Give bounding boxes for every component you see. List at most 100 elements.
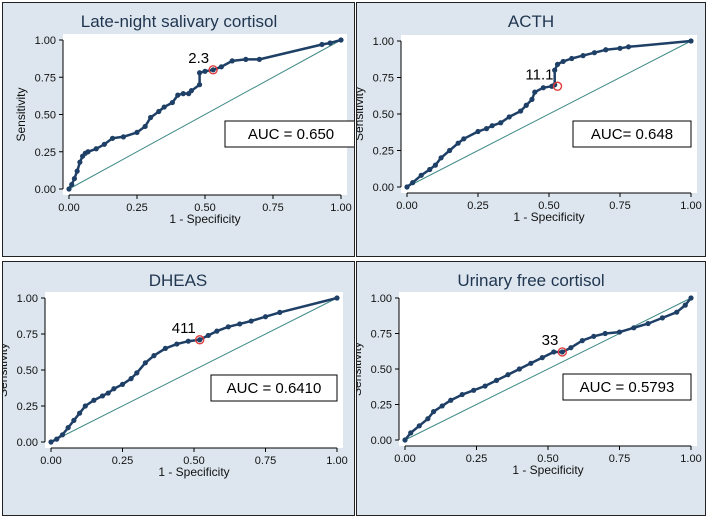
roc-point — [205, 332, 211, 339]
roc-point — [142, 360, 148, 366]
roc-point — [516, 366, 522, 372]
roc-point — [256, 56, 262, 62]
roc-point — [591, 50, 598, 56]
roc-point — [498, 120, 504, 126]
x-axis-label: 1 - Specificity — [158, 465, 229, 479]
auc-label: AUC= 0.648 — [591, 126, 673, 143]
roc-point — [551, 349, 557, 355]
x-tick-label: 0.25 — [467, 200, 488, 212]
roc-point — [560, 58, 566, 65]
roc-point — [569, 55, 575, 62]
y-tick-label: 1.00 — [373, 36, 394, 48]
roc-point — [109, 135, 116, 141]
y-tick-label: 1.00 — [35, 35, 56, 47]
y-axis-label: Sensitivity — [14, 87, 28, 141]
y-tick-label: 0.75 — [35, 72, 56, 84]
roc-panel-urinary-free-cortisol: Urinary free cortisol 0.00 0.25 0.50 0.75 1.0… — [356, 261, 706, 516]
roc-point — [74, 168, 80, 174]
roc-chart-1: ACTH 0.00 0.25 0.50 0.75 1.00 0.00 0.25 0.50 0.75… — [357, 12, 702, 224]
roc-point — [214, 328, 220, 334]
roc-point — [148, 114, 154, 121]
auc-box — [562, 373, 692, 401]
roc-point — [602, 330, 608, 337]
roc-point — [334, 295, 340, 301]
roc-point — [532, 89, 538, 95]
auc-label: AUC = 0.5793 — [580, 379, 675, 396]
roc-point — [196, 70, 203, 76]
roc-point — [540, 85, 546, 91]
y-axis-label: Sensitivity — [357, 342, 364, 396]
roc-point — [218, 64, 224, 70]
y-tick-label: 0.50 — [35, 110, 56, 122]
roc-point — [85, 149, 91, 155]
cutoff-label: 11.1 — [525, 66, 553, 83]
cutoff-marker — [552, 81, 563, 91]
y-tick-label: 0.50 — [373, 109, 394, 121]
auc-box — [572, 120, 692, 148]
roc-point — [425, 416, 431, 422]
roc-point — [408, 430, 414, 436]
y-tick-label: 0.25 — [373, 146, 394, 158]
auc-box — [224, 120, 354, 148]
x-tick-label: 0.25 — [126, 202, 147, 214]
roc-point — [674, 309, 680, 315]
roc-point — [617, 45, 623, 51]
roc-point — [277, 309, 283, 315]
reference-line — [68, 39, 342, 190]
roc-point — [529, 96, 535, 102]
y-axis-label: Sensitivity — [357, 87, 366, 141]
roc-point — [225, 324, 231, 330]
roc-point — [77, 159, 83, 165]
roc-point — [505, 372, 511, 378]
roc-point — [475, 128, 481, 135]
roc-chart-0: Late-night salivary cortisol 0.00 0.25 0.50… — [14, 12, 354, 226]
roc-point — [128, 376, 134, 382]
roc-point — [101, 141, 107, 147]
roc-point — [554, 61, 561, 67]
roc-point — [625, 44, 632, 50]
roc-point — [461, 136, 467, 142]
y-tick-label: 0.00 — [17, 437, 38, 449]
x-tick-label: 0.50 — [194, 202, 215, 214]
roc-point — [188, 88, 194, 94]
x-axis-label: 1 - Specificity — [513, 210, 584, 224]
roc-point — [682, 302, 688, 308]
roc-point — [105, 390, 111, 396]
roc-point — [659, 315, 665, 321]
roc-curve — [50, 296, 338, 444]
x-tick-label: 1.00 — [326, 455, 347, 467]
roc-point — [483, 126, 490, 132]
roc-point — [552, 67, 558, 73]
roc-point — [539, 355, 545, 361]
x-tick-label: 0.50 — [537, 453, 558, 465]
roc-point — [431, 409, 437, 415]
y-tick-label: 1.00 — [371, 293, 392, 305]
roc-point — [134, 370, 140, 376]
roc-point — [416, 423, 422, 429]
roc-point — [518, 108, 524, 114]
x-tick-label: 1.00 — [330, 202, 351, 214]
reference-line — [406, 40, 692, 188]
roc-point — [111, 386, 117, 392]
roc-point — [71, 417, 77, 423]
roc-point — [455, 140, 461, 146]
roc-point — [432, 162, 438, 168]
roc-point — [248, 318, 254, 324]
cutoff-marker — [208, 65, 218, 75]
x-tick-label: 0.00 — [58, 202, 79, 214]
y-tick-label: 0.00 — [371, 435, 392, 447]
roc-point — [319, 41, 325, 48]
x-tick-label: 0.75 — [255, 455, 276, 467]
roc-point — [77, 410, 83, 416]
cutoff-label: 33 — [542, 332, 559, 349]
x-axis-label: 1 - Specificity — [169, 212, 240, 226]
roc-point — [262, 314, 269, 320]
cutoff-marker — [557, 347, 568, 357]
x-tick-label: 0.00 — [396, 200, 417, 212]
auc-label: AUC = 0.6410 — [227, 380, 322, 397]
roc-panel-dheas: DHEAS 0.00 0.25 0.50 0.75 1.00 0.00 0.25 0.50 0.7… — [2, 261, 355, 516]
roc-point — [69, 181, 75, 188]
roc-point — [410, 180, 416, 186]
roc-point — [99, 393, 106, 399]
roc-point — [471, 387, 477, 393]
